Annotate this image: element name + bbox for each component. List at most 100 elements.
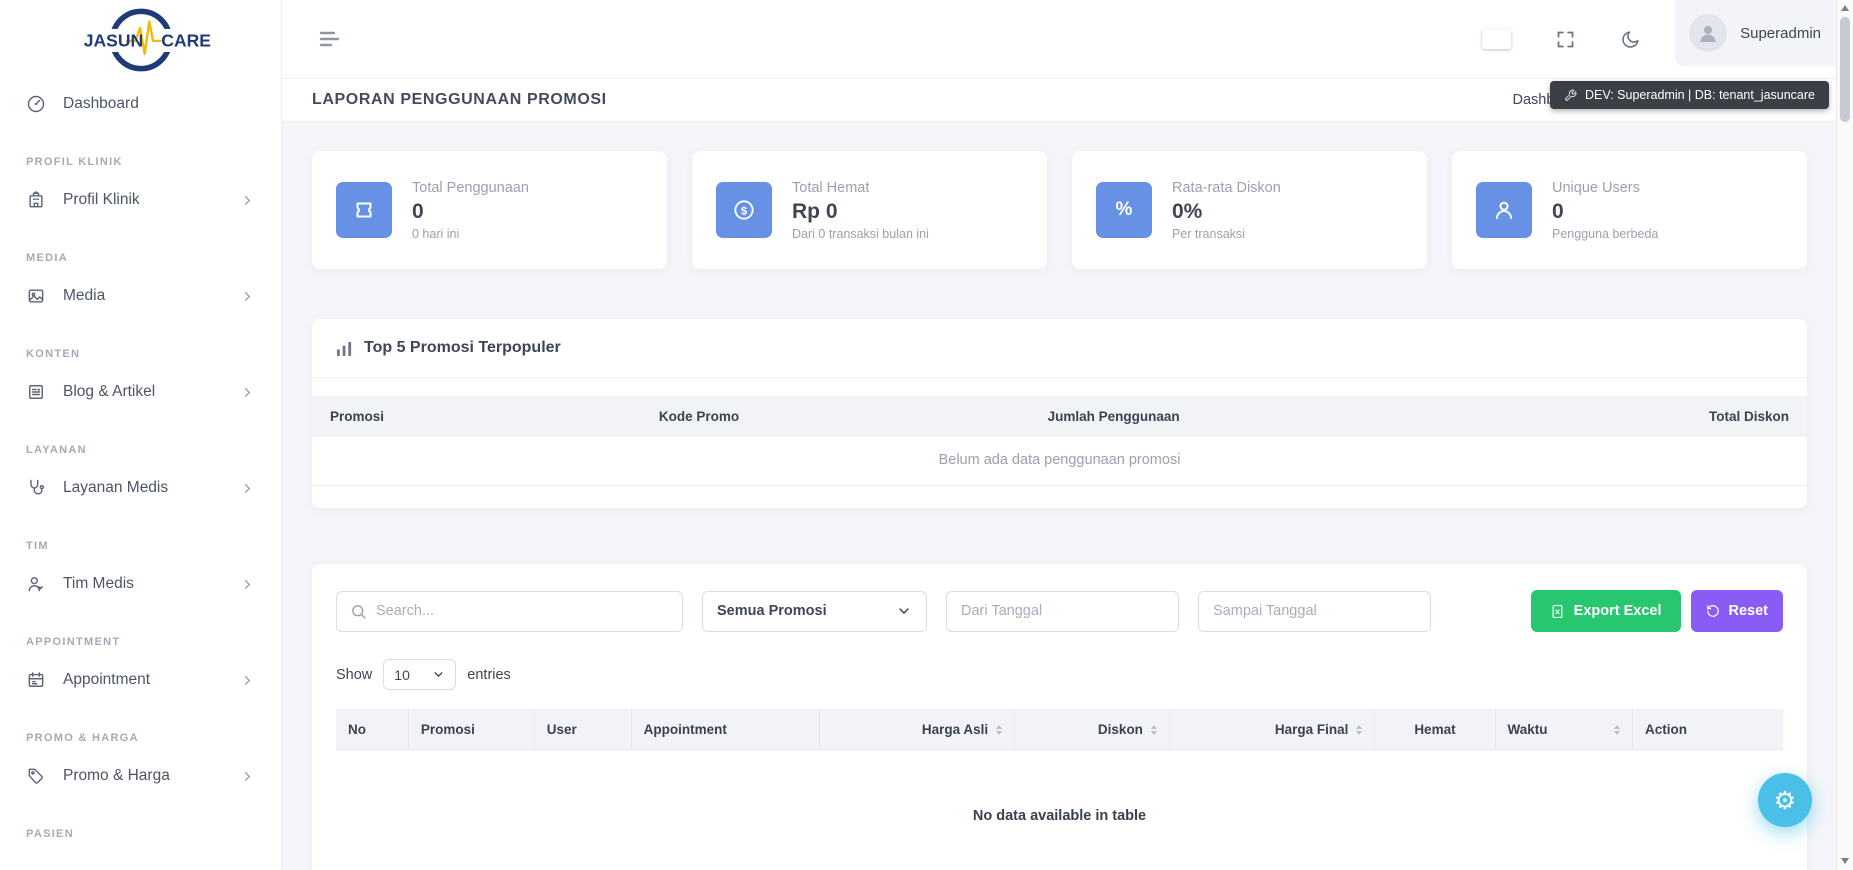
chevron-right-icon (240, 385, 255, 400)
top5-col-promosi: Promosi (312, 396, 641, 437)
content: Total Penggunaan 0 0 hari ini $ Total He… (282, 122, 1853, 870)
avatar (1689, 14, 1728, 52)
promo-filter-value: Semua Promosi (717, 603, 827, 619)
user-icon (1476, 182, 1532, 238)
dev-badge-text: DEV: Superadmin | DB: tenant_jasuncare (1585, 88, 1815, 102)
col-diskon[interactable]: Diskon (1014, 709, 1170, 750)
page-title: LAPORAN PENGGUNAAN PROMOSI (312, 91, 607, 108)
sidebar-item-label: Promo & Harga (63, 767, 170, 784)
dashboard-gauge-icon (26, 94, 46, 114)
reset-refresh-icon (1706, 604, 1720, 618)
sidebar-item-appointment[interactable]: Appointment (26, 658, 255, 702)
user-name: Superadmin (1740, 24, 1821, 42)
dev-environment-badge: DEV: Superadmin | DB: tenant_jasuncare (1550, 81, 1829, 109)
stat-value: 0% (1172, 199, 1203, 223)
scrollbar-thumb[interactable] (1840, 17, 1850, 122)
col-harga-final[interactable]: Harga Final (1169, 709, 1376, 750)
sidebar-item-label: Blog & Artikel (63, 383, 156, 400)
wrench-icon (1564, 89, 1577, 102)
date-from-field (946, 590, 1179, 632)
col-user: User (534, 709, 632, 750)
sidebar-section-pasien: PASIEN (26, 828, 74, 840)
sidebar-section-promo-harga: PROMO & HARGA (26, 732, 139, 744)
sort-icon (1150, 724, 1157, 735)
sidebar-item-label: Appointment (63, 671, 151, 688)
stat-label: Unique Users (1552, 179, 1640, 196)
chevron-right-icon (240, 769, 255, 784)
scrollbar-down-arrow[interactable] (1841, 858, 1849, 864)
scrollbar-up-arrow[interactable] (1841, 5, 1849, 11)
export-excel-button[interactable]: Export Excel (1530, 590, 1681, 632)
brand-logo[interactable]: JASUN CARE (0, 0, 281, 76)
image-icon (26, 286, 46, 306)
col-waktu[interactable]: Waktu (1495, 709, 1633, 750)
chevron-right-icon (240, 673, 255, 688)
sidebar-item-dashboard[interactable]: Dashboard (26, 82, 255, 126)
stat-card-total-penggunaan: Total Penggunaan 0 0 hari ini (312, 151, 667, 269)
col-appointment: Appointment (631, 709, 820, 750)
article-icon (26, 382, 46, 402)
language-flag-icon[interactable] (1482, 29, 1512, 49)
top5-col-kode-promo: Kode Promo (640, 396, 1030, 437)
sidebar-toggle-button[interactable] (318, 28, 344, 50)
fullscreen-icon[interactable] (1555, 29, 1576, 50)
sidebar-section-media: MEDIA (26, 252, 68, 264)
sidebar-section-layanan: LAYANAN (26, 444, 87, 456)
stethoscope-icon (26, 478, 46, 498)
page-size-select[interactable]: 10 (383, 659, 457, 690)
search-input[interactable] (376, 603, 669, 619)
stat-value: 0 (412, 199, 424, 223)
chevron-right-icon (240, 289, 255, 304)
table-empty-message: No data available in table (336, 749, 1783, 870)
promo-filter-select[interactable]: Semua Promosi (702, 590, 927, 632)
chevron-down-icon (896, 603, 912, 619)
sidebar-item-blog-artikel[interactable]: Blog & Artikel (26, 370, 255, 414)
stats-row: Total Penggunaan 0 0 hari ini $ Total He… (312, 151, 1807, 269)
top5-col-jumlah-penggunaan: Jumlah Penggunaan (1029, 396, 1568, 437)
sort-icon (1356, 724, 1363, 735)
search-field (336, 590, 683, 632)
user-menu[interactable]: Superadmin (1675, 0, 1849, 66)
ticket-icon (336, 182, 392, 238)
sidebar-item-promo-harga[interactable]: Promo & Harga (26, 754, 255, 798)
bar-chart-icon (336, 340, 353, 357)
col-hemat: Hemat (1374, 709, 1496, 750)
percent-icon: % (1096, 182, 1152, 238)
dark-mode-moon-icon[interactable] (1620, 29, 1641, 50)
search-icon (350, 603, 367, 620)
sidebar-item-tim-medis[interactable]: Tim Medis (26, 562, 255, 606)
top5-col-total-diskon: Total Diskon (1567, 396, 1807, 437)
stat-value: 0 (1552, 199, 1564, 223)
topbar: Superadmin (282, 0, 1853, 79)
sidebar-item-label: Media (63, 287, 106, 304)
calendar-icon (26, 670, 46, 690)
stat-card-rata-rata-diskon: % Rata-rata Diskon 0% Per transaksi (1072, 151, 1427, 269)
reset-filters-button[interactable]: Reset (1690, 590, 1783, 632)
col-action: Action (1632, 709, 1783, 750)
vertical-scrollbar[interactable] (1836, 0, 1853, 870)
sidebar-section-profil-klinik: PROFIL KLINIK (26, 156, 123, 168)
col-harga-asli[interactable]: Harga Asli (819, 709, 1016, 750)
price-tag-icon (26, 766, 46, 786)
sidebar-item-profil-klinik[interactable]: Profil Klinik (26, 178, 255, 222)
date-from-input[interactable] (961, 603, 1164, 619)
sort-icon (1613, 724, 1620, 735)
sidebar-item-label: Layanan Medis (63, 479, 169, 496)
sidebar-item-media[interactable]: Media (26, 274, 255, 318)
svg-text:$: $ (741, 205, 748, 217)
filter-row: Semua Promosi (336, 590, 1783, 632)
col-no: No (336, 709, 409, 750)
sort-icon (996, 724, 1003, 735)
money-circle-icon: $ (716, 182, 772, 238)
entries-label: entries (467, 666, 511, 683)
sidebar-item-layanan-medis[interactable]: Layanan Medis (26, 466, 255, 510)
chevron-right-icon (240, 193, 255, 208)
stat-label: Rata-rata Diskon (1172, 179, 1281, 196)
jasuncare-logo-icon: JASUN CARE (74, 8, 211, 72)
svg-text:CARE: CARE (161, 30, 211, 50)
sidebar-section-konten: KONTEN (26, 348, 81, 360)
stat-subtitle: Pengguna berbeda (1552, 226, 1659, 241)
date-to-input[interactable] (1213, 603, 1416, 619)
settings-fab-button[interactable]: ⚙ (1758, 773, 1812, 827)
